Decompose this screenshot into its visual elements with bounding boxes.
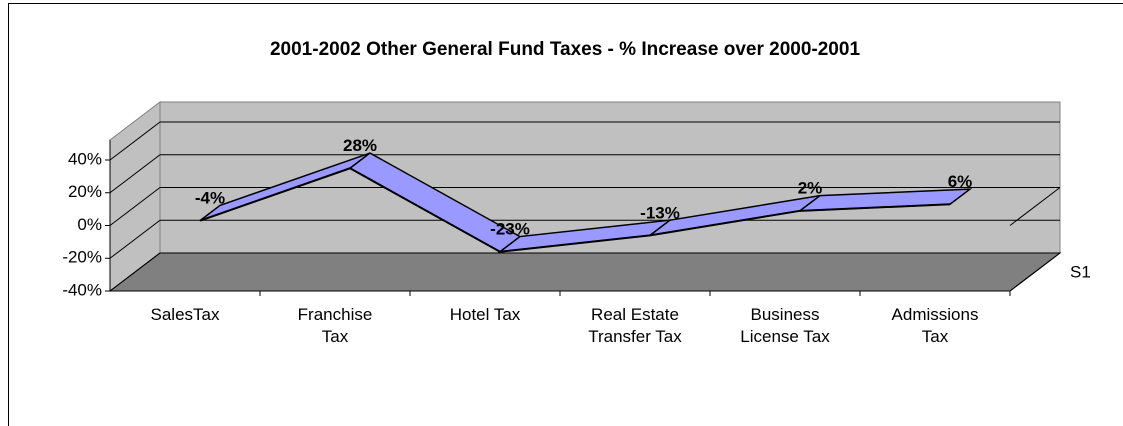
y-tick-label: 0% xyxy=(77,215,102,234)
grid-line-side xyxy=(109,121,161,161)
chart-title: 2001-2002 Other General Fund Taxes - % I… xyxy=(270,39,860,60)
x-tick-label: Business License Tax xyxy=(740,305,830,346)
data-label: -13% xyxy=(640,203,680,222)
x-tick-label: SalesTax xyxy=(150,305,220,324)
grid-line-side xyxy=(109,187,161,226)
data-label: 2% xyxy=(798,179,823,198)
y-tick-label: 20% xyxy=(68,182,102,201)
y-tick-label: -40% xyxy=(62,280,102,299)
grid-line-side xyxy=(109,154,161,194)
depth-label: S1 xyxy=(1070,262,1091,281)
data-label: 6% xyxy=(948,172,973,191)
x-tick-label: Hotel Tax xyxy=(449,305,521,324)
x-tick-label: Admissions Tax xyxy=(891,305,979,346)
depth-edge xyxy=(1009,187,1061,226)
y-tick-label: 40% xyxy=(68,149,102,168)
y-tick-label: -20% xyxy=(62,248,102,267)
series-line xyxy=(199,167,951,253)
data-label: 28% xyxy=(343,136,377,155)
x-tick-label: Real Estate Transfer Tax xyxy=(588,305,682,346)
depth-edge xyxy=(1009,252,1061,292)
x-tick-label: Franchise Tax xyxy=(297,305,373,346)
data-label: -23% xyxy=(490,220,530,239)
grid-line-side xyxy=(109,219,161,259)
floor xyxy=(108,252,1062,292)
grid-line-side xyxy=(109,252,161,292)
data-label: -4% xyxy=(195,189,225,208)
